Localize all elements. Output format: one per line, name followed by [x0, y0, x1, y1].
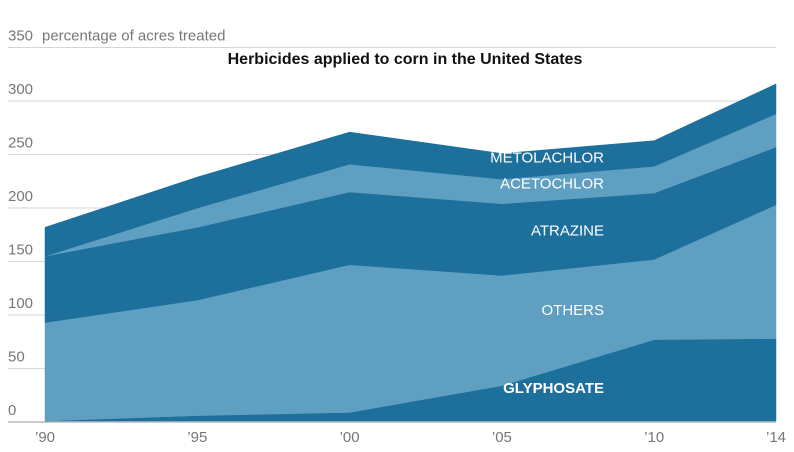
x-tick-label: ’00 [340, 429, 360, 446]
x-tick-label: ’10 [644, 429, 664, 446]
series-label-atrazine: ATRAZINE [531, 223, 604, 240]
x-tick-label: ’90 [35, 429, 55, 446]
y-tick-label: 300 [8, 81, 33, 98]
chart-title: Herbicides applied to corn in the United… [228, 51, 583, 68]
x-tick-label: ’05 [492, 429, 512, 446]
x-tick-label: ’14 [766, 429, 786, 446]
y-axis-label: percentage of acres treated [42, 28, 225, 45]
y-tick-labels: 300 250 200 150 100 50 0 350 [8, 28, 33, 420]
area-series [44, 83, 777, 422]
series-label-glyphosate: GLYPHOSATE [503, 380, 604, 397]
y-tick-label: 200 [8, 188, 33, 205]
y-tick-label: 50 [8, 349, 25, 366]
x-tick-label: ’95 [187, 429, 207, 446]
area-metolachlor [44, 83, 777, 257]
y-tick-label: 250 [8, 135, 33, 152]
series-label-others: OTHERS [541, 302, 604, 319]
series-label-metolachlor: METOLACHLOR [490, 150, 604, 167]
y-tick-label: 0 [8, 402, 16, 419]
series-label-acetochlor: ACETOCHLOR [500, 176, 604, 193]
y-tick-label: 150 [8, 242, 33, 259]
series-labels: GLYPHOSATE OTHERS ATRAZINE ACETOCHLOR METOLA… [490, 150, 604, 397]
y-tick-label: 350 [8, 28, 33, 45]
y-tick-label: 100 [8, 295, 33, 312]
x-tick-labels: ’90 ’95 ’00 ’05 ’10 ’14 [35, 429, 786, 446]
